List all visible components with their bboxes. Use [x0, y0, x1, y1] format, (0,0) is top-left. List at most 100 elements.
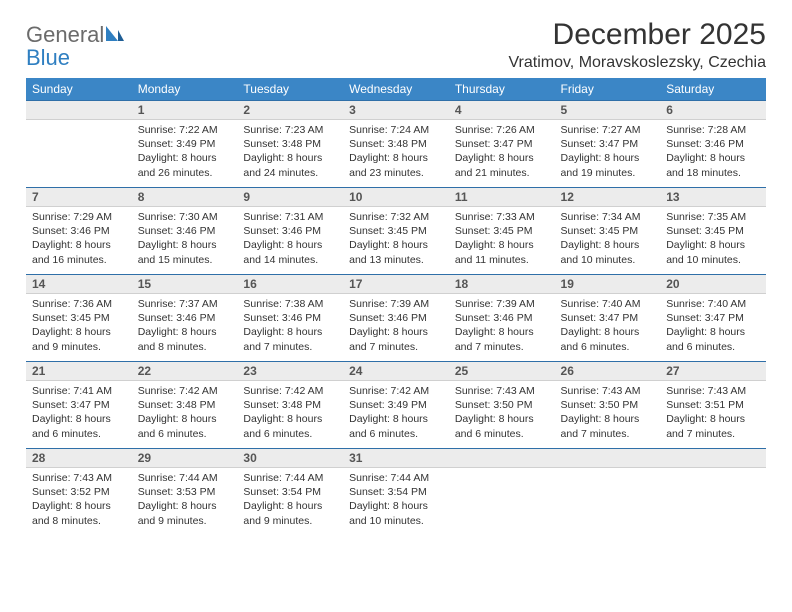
day-detail-cell — [555, 468, 661, 536]
day-detail-row: Sunrise: 7:41 AMSunset: 3:47 PMDaylight:… — [26, 381, 766, 449]
day-number-cell: 27 — [660, 362, 766, 381]
day-detail-cell: Sunrise: 7:23 AMSunset: 3:48 PMDaylight:… — [237, 120, 343, 188]
day-detail-cell: Sunrise: 7:32 AMSunset: 3:45 PMDaylight:… — [343, 207, 449, 275]
day-number-cell: 3 — [343, 101, 449, 120]
day-number-row: 21222324252627 — [26, 362, 766, 381]
calendar-page: General Blue December 2025 Vratimov, Mor… — [0, 0, 792, 546]
day-number-cell: 20 — [660, 275, 766, 294]
day-number-cell: 16 — [237, 275, 343, 294]
day-detail-cell: Sunrise: 7:37 AMSunset: 3:46 PMDaylight:… — [132, 294, 238, 362]
day-detail-cell: Sunrise: 7:40 AMSunset: 3:47 PMDaylight:… — [555, 294, 661, 362]
day-detail-cell: Sunrise: 7:43 AMSunset: 3:50 PMDaylight:… — [449, 381, 555, 449]
day-detail-cell: Sunrise: 7:35 AMSunset: 3:45 PMDaylight:… — [660, 207, 766, 275]
day-number-row: 123456 — [26, 101, 766, 120]
day-number-row: 78910111213 — [26, 188, 766, 207]
location-subtitle: Vratimov, Moravskoslezsky, Czechia — [508, 54, 766, 72]
page-header: General Blue December 2025 Vratimov, Mor… — [26, 18, 766, 72]
day-detail-cell: Sunrise: 7:43 AMSunset: 3:51 PMDaylight:… — [660, 381, 766, 449]
day-number-cell — [555, 449, 661, 468]
day-number-cell: 22 — [132, 362, 238, 381]
day-detail-cell: Sunrise: 7:24 AMSunset: 3:48 PMDaylight:… — [343, 120, 449, 188]
day-number-cell — [660, 449, 766, 468]
day-detail-cell: Sunrise: 7:42 AMSunset: 3:49 PMDaylight:… — [343, 381, 449, 449]
day-header: Sunday — [26, 78, 132, 101]
day-number-cell: 26 — [555, 362, 661, 381]
day-header-row: Sunday Monday Tuesday Wednesday Thursday… — [26, 78, 766, 101]
day-detail-cell: Sunrise: 7:42 AMSunset: 3:48 PMDaylight:… — [132, 381, 238, 449]
day-detail-cell: Sunrise: 7:40 AMSunset: 3:47 PMDaylight:… — [660, 294, 766, 362]
day-detail-cell: Sunrise: 7:33 AMSunset: 3:45 PMDaylight:… — [449, 207, 555, 275]
day-number-cell: 18 — [449, 275, 555, 294]
day-detail-cell: Sunrise: 7:39 AMSunset: 3:46 PMDaylight:… — [449, 294, 555, 362]
day-detail-cell: Sunrise: 7:26 AMSunset: 3:47 PMDaylight:… — [449, 120, 555, 188]
day-detail-cell: Sunrise: 7:30 AMSunset: 3:46 PMDaylight:… — [132, 207, 238, 275]
logo-word-general: General — [26, 22, 104, 47]
day-header: Thursday — [449, 78, 555, 101]
logo-sail-icon — [105, 24, 125, 47]
day-number-cell: 19 — [555, 275, 661, 294]
month-title: December 2025 — [508, 18, 766, 52]
logo-word-blue: Blue — [26, 45, 70, 70]
logo-text-block: General Blue — [26, 24, 125, 70]
day-detail-cell — [449, 468, 555, 536]
day-number-cell: 5 — [555, 101, 661, 120]
day-detail-cell — [26, 120, 132, 188]
day-number-cell: 13 — [660, 188, 766, 207]
day-number-cell: 25 — [449, 362, 555, 381]
day-number-cell: 24 — [343, 362, 449, 381]
day-number-cell: 31 — [343, 449, 449, 468]
day-detail-cell: Sunrise: 7:44 AMSunset: 3:53 PMDaylight:… — [132, 468, 238, 536]
calendar-table: Sunday Monday Tuesday Wednesday Thursday… — [26, 78, 766, 536]
day-number-cell: 1 — [132, 101, 238, 120]
day-number-cell: 10 — [343, 188, 449, 207]
brand-logo: General Blue — [26, 18, 125, 70]
day-detail-cell: Sunrise: 7:43 AMSunset: 3:52 PMDaylight:… — [26, 468, 132, 536]
day-detail-cell — [660, 468, 766, 536]
day-detail-row: Sunrise: 7:36 AMSunset: 3:45 PMDaylight:… — [26, 294, 766, 362]
day-number-cell: 4 — [449, 101, 555, 120]
day-number-cell — [449, 449, 555, 468]
day-number-cell — [26, 101, 132, 120]
day-number-cell: 28 — [26, 449, 132, 468]
day-detail-cell: Sunrise: 7:44 AMSunset: 3:54 PMDaylight:… — [237, 468, 343, 536]
day-number-cell: 23 — [237, 362, 343, 381]
day-number-cell: 11 — [449, 188, 555, 207]
day-number-cell: 6 — [660, 101, 766, 120]
day-detail-row: Sunrise: 7:22 AMSunset: 3:49 PMDaylight:… — [26, 120, 766, 188]
calendar-body: 123456Sunrise: 7:22 AMSunset: 3:49 PMDay… — [26, 101, 766, 536]
day-detail-cell: Sunrise: 7:41 AMSunset: 3:47 PMDaylight:… — [26, 381, 132, 449]
day-detail-row: Sunrise: 7:43 AMSunset: 3:52 PMDaylight:… — [26, 468, 766, 536]
day-number-cell: 21 — [26, 362, 132, 381]
day-number-row: 14151617181920 — [26, 275, 766, 294]
day-header: Tuesday — [237, 78, 343, 101]
day-detail-cell: Sunrise: 7:38 AMSunset: 3:46 PMDaylight:… — [237, 294, 343, 362]
day-number-cell: 17 — [343, 275, 449, 294]
day-number-cell: 7 — [26, 188, 132, 207]
day-detail-cell: Sunrise: 7:39 AMSunset: 3:46 PMDaylight:… — [343, 294, 449, 362]
day-number-cell: 30 — [237, 449, 343, 468]
day-header: Monday — [132, 78, 238, 101]
day-header: Saturday — [660, 78, 766, 101]
day-detail-cell: Sunrise: 7:29 AMSunset: 3:46 PMDaylight:… — [26, 207, 132, 275]
day-detail-cell: Sunrise: 7:28 AMSunset: 3:46 PMDaylight:… — [660, 120, 766, 188]
day-number-row: 28293031 — [26, 449, 766, 468]
day-detail-cell: Sunrise: 7:27 AMSunset: 3:47 PMDaylight:… — [555, 120, 661, 188]
day-detail-cell: Sunrise: 7:34 AMSunset: 3:45 PMDaylight:… — [555, 207, 661, 275]
day-number-cell: 8 — [132, 188, 238, 207]
day-number-cell: 9 — [237, 188, 343, 207]
day-header: Wednesday — [343, 78, 449, 101]
day-detail-cell: Sunrise: 7:44 AMSunset: 3:54 PMDaylight:… — [343, 468, 449, 536]
day-detail-cell: Sunrise: 7:36 AMSunset: 3:45 PMDaylight:… — [26, 294, 132, 362]
day-number-cell: 2 — [237, 101, 343, 120]
day-number-cell: 15 — [132, 275, 238, 294]
day-number-cell: 14 — [26, 275, 132, 294]
day-number-cell: 29 — [132, 449, 238, 468]
day-header: Friday — [555, 78, 661, 101]
day-number-cell: 12 — [555, 188, 661, 207]
title-block: December 2025 Vratimov, Moravskoslezsky,… — [508, 18, 766, 72]
day-detail-cell: Sunrise: 7:22 AMSunset: 3:49 PMDaylight:… — [132, 120, 238, 188]
day-detail-cell: Sunrise: 7:42 AMSunset: 3:48 PMDaylight:… — [237, 381, 343, 449]
day-detail-cell: Sunrise: 7:43 AMSunset: 3:50 PMDaylight:… — [555, 381, 661, 449]
day-detail-row: Sunrise: 7:29 AMSunset: 3:46 PMDaylight:… — [26, 207, 766, 275]
day-detail-cell: Sunrise: 7:31 AMSunset: 3:46 PMDaylight:… — [237, 207, 343, 275]
